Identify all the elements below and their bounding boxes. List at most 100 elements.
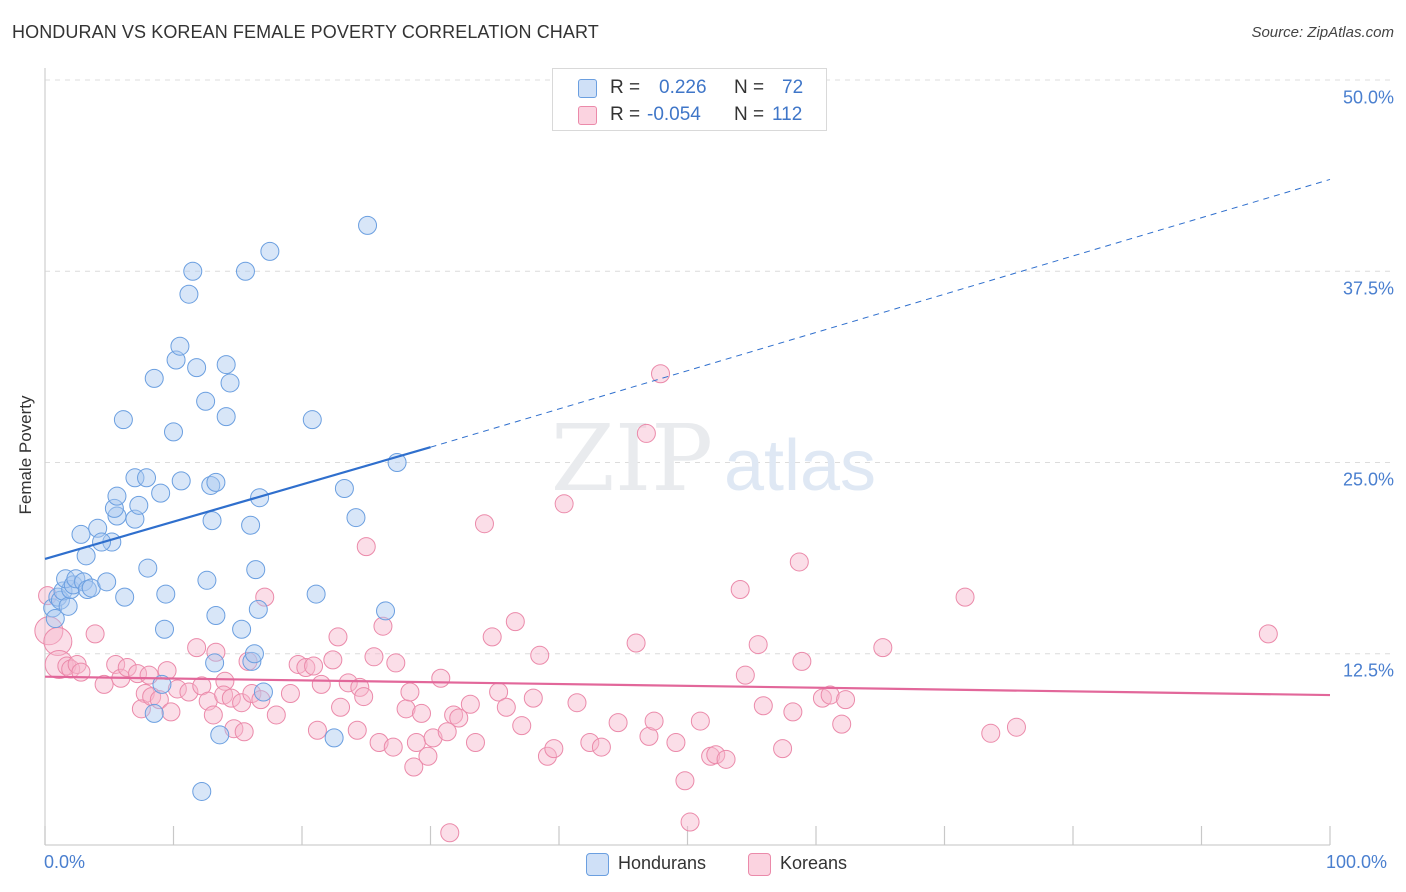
y-tick-label: 37.5%	[1342, 278, 1394, 299]
watermark-zip: ZIP	[551, 405, 713, 512]
korean-point	[544, 739, 564, 759]
korean-point	[161, 702, 181, 722]
korean-point	[666, 732, 686, 752]
korean-point	[288, 654, 308, 674]
honduran-point	[201, 475, 221, 495]
korean-point	[437, 722, 457, 742]
korean-point	[117, 658, 137, 678]
korean-point	[215, 671, 235, 691]
korean-point	[512, 716, 532, 736]
korean-point	[234, 722, 254, 742]
honduran-point	[248, 599, 268, 619]
korean-point	[412, 703, 432, 723]
korean-point	[474, 514, 494, 534]
honduran-trend-line	[44, 446, 431, 560]
korean-point	[591, 737, 611, 757]
korean-point	[496, 697, 516, 717]
korean-point	[323, 650, 343, 670]
honduran-point	[242, 651, 262, 671]
honduran-point	[155, 619, 175, 639]
korean-point	[307, 720, 327, 740]
honduran-point	[206, 606, 226, 625]
honduran-point	[129, 495, 149, 515]
korean-point	[440, 823, 460, 843]
korean-point	[567, 693, 587, 713]
korean-point	[85, 624, 105, 644]
korean-point	[789, 552, 809, 572]
stats-r-value: -0.054	[647, 104, 701, 125]
y-tick-label: 12.5%	[1342, 660, 1394, 681]
axes	[44, 68, 1331, 846]
stats-row-koreans: R = -0.054 N = 112	[553, 101, 826, 128]
y-tick-label: 25.0%	[1342, 469, 1394, 490]
stats-row-hondurans: R = 0.226 N = 72	[553, 74, 826, 101]
honduran-point	[210, 725, 230, 745]
honduran-point	[170, 336, 190, 356]
honduran-point	[58, 596, 78, 616]
korean-point	[131, 699, 151, 719]
korean-point	[832, 714, 852, 734]
honduran-point	[107, 486, 127, 506]
honduran-point	[156, 584, 176, 604]
legend-swatch-blue	[586, 853, 609, 876]
stats-r-label: R =	[610, 77, 641, 98]
honduran-point	[202, 511, 222, 531]
korean-point	[651, 364, 671, 384]
korean-point	[644, 711, 664, 731]
korean-point	[311, 674, 331, 694]
honduran-point	[334, 479, 354, 499]
honduran-point	[171, 471, 191, 491]
korean-trend-line	[44, 675, 1331, 697]
korean-point	[505, 612, 525, 632]
honduran-point	[376, 601, 396, 621]
honduran-point	[152, 674, 172, 694]
source-label: Source: ZipAtlas.com	[1251, 24, 1394, 41]
honduran-point	[306, 584, 326, 604]
korean-point	[530, 645, 550, 665]
honduran-point	[144, 703, 164, 723]
korean-point	[94, 674, 114, 694]
korean-point	[460, 694, 480, 714]
korean-point	[364, 647, 384, 667]
honduran-point	[241, 515, 261, 535]
stats-r-value: 0.226	[659, 77, 707, 98]
korean-point	[139, 665, 159, 685]
korean-point	[404, 757, 424, 777]
korean-point	[57, 656, 77, 676]
korean-point	[347, 720, 367, 740]
korean-point	[690, 711, 710, 731]
honduran-point	[104, 498, 124, 518]
korean-point	[356, 537, 376, 557]
legend-label: Hondurans	[618, 853, 707, 873]
korean-point	[812, 688, 832, 708]
korean-point	[680, 812, 700, 832]
korean-point	[753, 696, 773, 716]
korean-point	[636, 423, 656, 443]
korean-point	[214, 685, 234, 705]
honduran-point	[183, 261, 203, 281]
korean-point	[792, 651, 812, 671]
korean-point	[554, 494, 574, 514]
korean-point	[730, 579, 750, 599]
honduran-point	[125, 468, 145, 488]
korean-point	[71, 662, 91, 682]
korean-point	[639, 726, 659, 746]
y-axis-label: Female Poverty	[16, 395, 35, 515]
stats-swatch-blue	[578, 79, 597, 98]
honduran-point	[358, 215, 378, 235]
honduran-point	[113, 410, 133, 430]
honduran-point	[220, 373, 240, 393]
korean-point	[383, 737, 403, 757]
honduran-point	[206, 472, 226, 492]
korean-point	[38, 586, 58, 606]
korean-point	[206, 642, 226, 662]
data-points	[34, 215, 1278, 843]
honduran-point	[97, 572, 117, 592]
stats-swatch-pink	[578, 106, 597, 125]
korean-point	[369, 732, 389, 752]
honduran-point	[244, 644, 264, 664]
korean-point	[465, 732, 485, 752]
x-tick-label: 100.0%	[1326, 852, 1388, 872]
honduran-point	[253, 682, 273, 702]
